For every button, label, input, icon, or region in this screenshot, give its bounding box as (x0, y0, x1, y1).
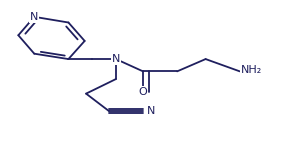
Text: N: N (30, 12, 38, 22)
Text: N: N (112, 54, 120, 64)
Text: O: O (139, 87, 147, 97)
Text: N: N (147, 106, 155, 116)
Text: NH₂: NH₂ (241, 65, 262, 75)
